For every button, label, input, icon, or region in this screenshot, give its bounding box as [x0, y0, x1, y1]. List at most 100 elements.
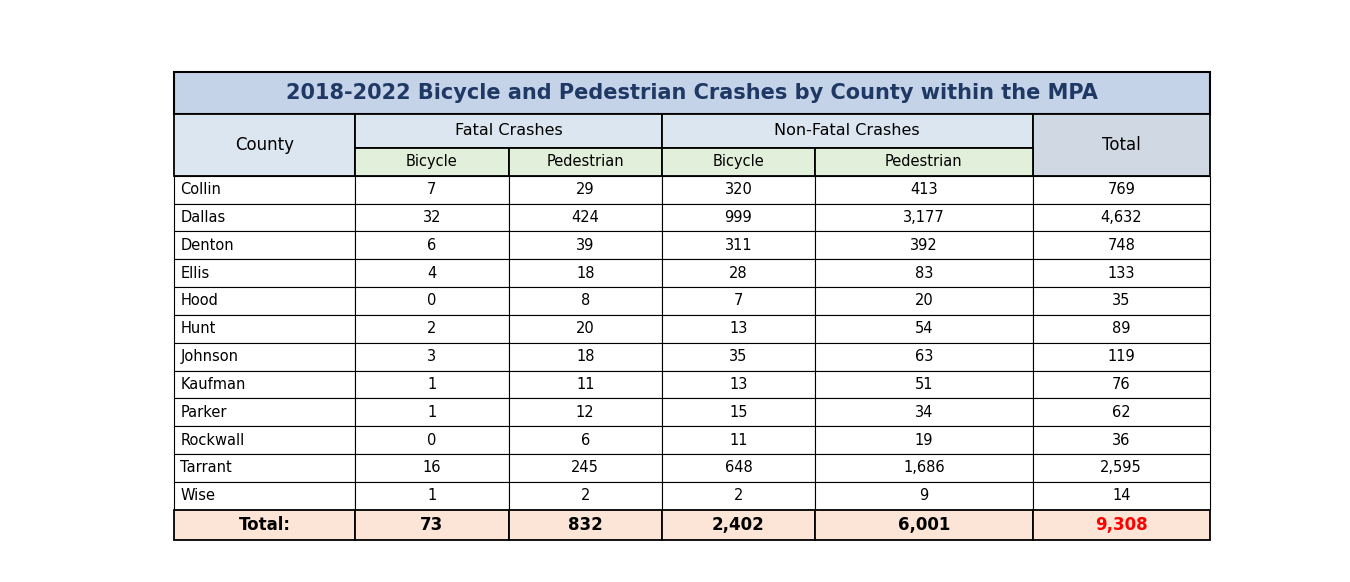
Bar	[662, 371, 815, 398]
Text: 648: 648	[725, 460, 752, 475]
Bar	[1033, 510, 1210, 540]
Bar	[509, 426, 662, 454]
Text: 424: 424	[571, 210, 599, 225]
Text: 15: 15	[729, 404, 748, 420]
Bar	[174, 510, 355, 540]
Bar	[1033, 482, 1210, 510]
Bar	[662, 204, 815, 232]
Bar	[815, 482, 1033, 510]
Bar	[355, 114, 662, 148]
Text: 11: 11	[729, 432, 748, 448]
Bar	[815, 176, 1033, 204]
Text: 32: 32	[423, 210, 441, 225]
Bar	[174, 176, 355, 204]
Text: 2: 2	[427, 321, 436, 336]
Text: 28: 28	[729, 265, 748, 281]
Bar	[662, 114, 1033, 148]
Bar	[174, 232, 355, 259]
Text: 1: 1	[427, 377, 436, 392]
Bar	[355, 398, 509, 426]
Bar	[355, 148, 509, 176]
Bar	[355, 454, 509, 482]
Bar	[1033, 259, 1210, 287]
Bar	[815, 232, 1033, 259]
Text: 832: 832	[568, 516, 602, 534]
Bar	[174, 343, 355, 371]
Text: 76: 76	[1112, 377, 1130, 392]
Text: 20: 20	[914, 293, 933, 308]
Text: 9,308: 9,308	[1095, 516, 1148, 534]
Text: Hunt: Hunt	[181, 321, 216, 336]
Text: 18: 18	[576, 265, 594, 281]
Bar	[815, 510, 1033, 540]
Bar	[1033, 398, 1210, 426]
Bar	[1033, 343, 1210, 371]
Text: 34: 34	[915, 404, 933, 420]
Text: 4,632: 4,632	[1100, 210, 1142, 225]
Bar	[662, 482, 815, 510]
Bar	[355, 510, 509, 540]
Bar	[815, 426, 1033, 454]
Text: 0: 0	[427, 432, 436, 448]
Text: 0: 0	[427, 293, 436, 308]
Bar	[815, 148, 1033, 176]
Bar	[355, 176, 509, 204]
Text: 16: 16	[423, 460, 441, 475]
Text: 413: 413	[910, 182, 938, 197]
Bar	[355, 426, 509, 454]
Text: 35: 35	[1112, 293, 1130, 308]
Text: 9: 9	[919, 488, 929, 503]
Bar	[662, 426, 815, 454]
Text: 2,595: 2,595	[1100, 460, 1142, 475]
Bar	[174, 315, 355, 343]
Text: 7: 7	[427, 182, 436, 197]
Text: Pedestrian: Pedestrian	[547, 154, 624, 169]
Text: Dallas: Dallas	[181, 210, 225, 225]
Bar	[174, 398, 355, 426]
Bar	[1033, 371, 1210, 398]
Text: 320: 320	[725, 182, 752, 197]
Bar	[815, 259, 1033, 287]
Bar	[662, 176, 815, 204]
Text: Rockwall: Rockwall	[181, 432, 244, 448]
Text: 19: 19	[915, 432, 933, 448]
Text: 6: 6	[580, 432, 590, 448]
Bar	[1033, 114, 1210, 176]
Bar	[509, 287, 662, 315]
Text: 8: 8	[580, 293, 590, 308]
Text: 12: 12	[576, 404, 594, 420]
Bar	[662, 259, 815, 287]
Bar	[509, 176, 662, 204]
Bar	[815, 343, 1033, 371]
Text: 73: 73	[420, 516, 444, 534]
Bar	[509, 232, 662, 259]
Bar	[355, 287, 509, 315]
Bar	[174, 259, 355, 287]
Bar	[1033, 232, 1210, 259]
Text: 13: 13	[729, 321, 748, 336]
Text: Hood: Hood	[181, 293, 219, 308]
Text: 14: 14	[1112, 488, 1130, 503]
Bar	[1033, 315, 1210, 343]
Text: Collin: Collin	[181, 182, 221, 197]
Text: 999: 999	[725, 210, 752, 225]
Text: 6: 6	[427, 238, 436, 253]
Bar	[509, 398, 662, 426]
Text: 20: 20	[576, 321, 594, 336]
Text: 4: 4	[427, 265, 436, 281]
Bar	[509, 454, 662, 482]
Text: 7: 7	[734, 293, 743, 308]
Bar	[509, 315, 662, 343]
Text: 89: 89	[1112, 321, 1130, 336]
Bar	[662, 510, 815, 540]
Bar	[174, 426, 355, 454]
Bar	[355, 315, 509, 343]
Bar	[509, 482, 662, 510]
Bar	[509, 343, 662, 371]
Text: 3,177: 3,177	[903, 210, 945, 225]
Text: Tarrant: Tarrant	[181, 460, 232, 475]
Text: 29: 29	[576, 182, 594, 197]
Text: Kaufman: Kaufman	[181, 377, 246, 392]
Bar	[815, 287, 1033, 315]
Text: 2,402: 2,402	[711, 516, 765, 534]
